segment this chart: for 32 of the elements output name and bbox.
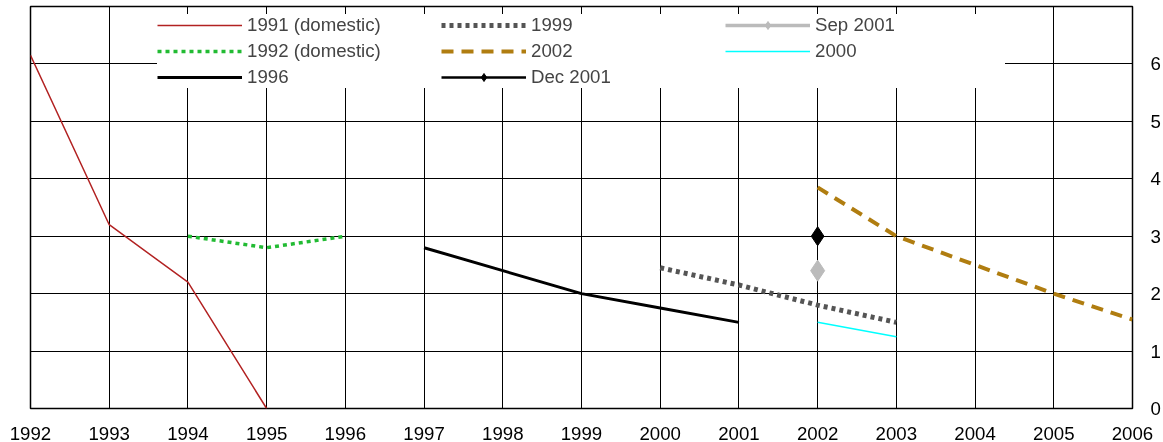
- x-tick-label: 1999: [560, 422, 603, 442]
- legend-label: Sep 2001: [815, 14, 896, 36]
- y-tick-label: 1: [1150, 340, 1161, 362]
- legend-label: Dec 2001: [531, 66, 612, 88]
- x-tick-label: 2001: [718, 422, 760, 442]
- y-tick-label: 2: [1150, 283, 1161, 305]
- legend-label: 2002: [531, 40, 574, 62]
- x-tick-label: 1997: [403, 422, 445, 442]
- x-tick-label: 2000: [639, 422, 681, 442]
- y-tick-label: 6: [1150, 53, 1161, 75]
- x-tick-label: 2006: [1111, 422, 1154, 442]
- y-tick-label: 0: [1150, 398, 1161, 419]
- legend-label: 2000: [815, 40, 858, 62]
- x-tick-label: 2002: [796, 422, 839, 442]
- x-tick-label: 1994: [167, 422, 209, 442]
- y-tick-label: 5: [1150, 110, 1161, 132]
- legend-label: 1991 (domestic): [247, 14, 382, 36]
- legend-label: 1996: [247, 66, 290, 88]
- legend-label: 1992 (domestic): [247, 40, 382, 62]
- x-tick-label: 1992: [9, 422, 52, 442]
- x-tick-label: 2004: [954, 422, 996, 442]
- x-tick-label: 2005: [1033, 422, 1075, 442]
- x-tick-label: 2003: [875, 422, 918, 442]
- y-tick-label: 3: [1150, 225, 1161, 247]
- y-tick-label: 4: [1150, 168, 1161, 190]
- x-tick-label: 1995: [245, 422, 288, 442]
- x-tick-label: 1993: [88, 422, 130, 442]
- x-tick-label: 1996: [324, 422, 367, 442]
- line-series: [815, 185, 1133, 322]
- legend-label: 1999: [531, 14, 574, 36]
- line-series: [422, 246, 741, 324]
- x-tick-label: 1998: [482, 422, 524, 442]
